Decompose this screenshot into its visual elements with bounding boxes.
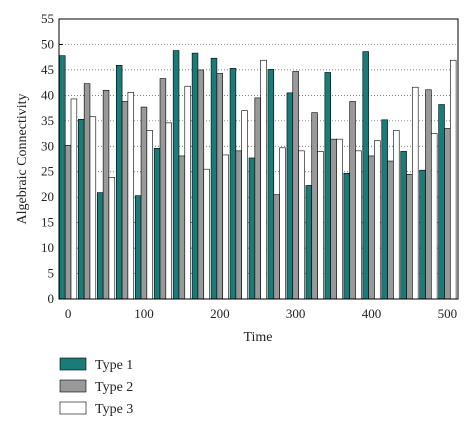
bar: [210, 57, 218, 300]
y-tick-label: 45: [41, 62, 54, 77]
x-tick-label: 300: [286, 306, 306, 321]
bar: [78, 118, 85, 300]
bar: [102, 89, 110, 300]
bar: [412, 86, 419, 300]
bar: [127, 92, 135, 300]
bar: [419, 169, 426, 300]
bar: [235, 150, 242, 300]
y-tick-label: 25: [41, 164, 54, 179]
bar: [64, 144, 72, 300]
bar: [97, 192, 104, 300]
bar: [140, 106, 148, 300]
bar: [368, 155, 375, 300]
x-tick-label: 200: [210, 306, 230, 321]
bar: [146, 130, 153, 300]
bar: [449, 59, 457, 300]
bar: [387, 160, 394, 300]
bar: [115, 65, 123, 300]
bar: [311, 112, 318, 300]
bar: [59, 55, 66, 300]
legend-label: Type 3: [95, 402, 133, 417]
x-tick-label: 0: [65, 306, 72, 321]
bar: [89, 116, 97, 300]
y-tick-label: 50: [41, 36, 54, 51]
bar: [254, 97, 261, 300]
x-axis-label: Time: [243, 330, 272, 345]
bar: [400, 151, 407, 300]
bar: [292, 71, 299, 300]
bar: [374, 140, 381, 300]
y-tick-label: 10: [41, 240, 54, 255]
bar: [286, 92, 294, 300]
bar: [425, 89, 432, 300]
x-tick-label: 100: [134, 306, 154, 321]
bar: [191, 52, 199, 300]
y-tick-label: 55: [41, 11, 54, 26]
bar: [172, 50, 180, 300]
legend-swatch: [59, 401, 87, 415]
bar: [159, 78, 167, 300]
y-axis-label: Algebraic Connectivity: [15, 93, 30, 224]
bar: [108, 177, 116, 300]
bar: [431, 133, 438, 300]
bar: [349, 101, 356, 300]
bar: [317, 151, 324, 300]
bar: [83, 83, 91, 300]
bar: [393, 130, 400, 300]
legend-swatch: [59, 379, 87, 393]
bar: [444, 128, 451, 300]
bar: [362, 51, 369, 300]
bar: [222, 154, 229, 300]
bar: [381, 119, 388, 300]
bar: [438, 104, 445, 300]
bar: [197, 69, 205, 300]
y-tick-label: 40: [41, 87, 54, 102]
bar: [165, 122, 172, 300]
bar: [336, 138, 343, 300]
bar: [216, 73, 224, 300]
bar: [355, 150, 362, 300]
legend-label: Type 1: [95, 358, 133, 373]
y-tick-label: 5: [48, 266, 55, 281]
x-tick-label: 500: [438, 306, 458, 321]
bar: [267, 69, 275, 300]
bar: [273, 194, 280, 300]
legend-label: Type 2: [95, 380, 133, 395]
bar: [153, 148, 161, 300]
bar: [121, 101, 129, 300]
y-tick-label: 20: [41, 189, 54, 204]
bar: [324, 72, 331, 300]
y-tick-label: 30: [41, 138, 54, 153]
y-tick-label: 15: [41, 215, 54, 230]
bar: [406, 173, 413, 300]
bar: [134, 195, 142, 300]
bar: [343, 172, 350, 300]
bar: [241, 110, 248, 300]
y-tick-label: 35: [41, 113, 54, 128]
bar: [330, 138, 337, 300]
bar: [70, 98, 78, 300]
plot-frame: [58, 18, 459, 300]
legend-swatch: [59, 357, 87, 371]
bar: [248, 157, 256, 300]
bar: [260, 59, 267, 300]
bar: [298, 150, 305, 300]
bar: [305, 185, 313, 300]
bar: [279, 147, 286, 300]
bar: [229, 68, 237, 300]
x-tick-label: 400: [362, 306, 382, 321]
bar: [184, 85, 191, 300]
y-tick-label: 0: [48, 291, 55, 306]
bar: [178, 155, 186, 300]
bar: [203, 168, 210, 300]
